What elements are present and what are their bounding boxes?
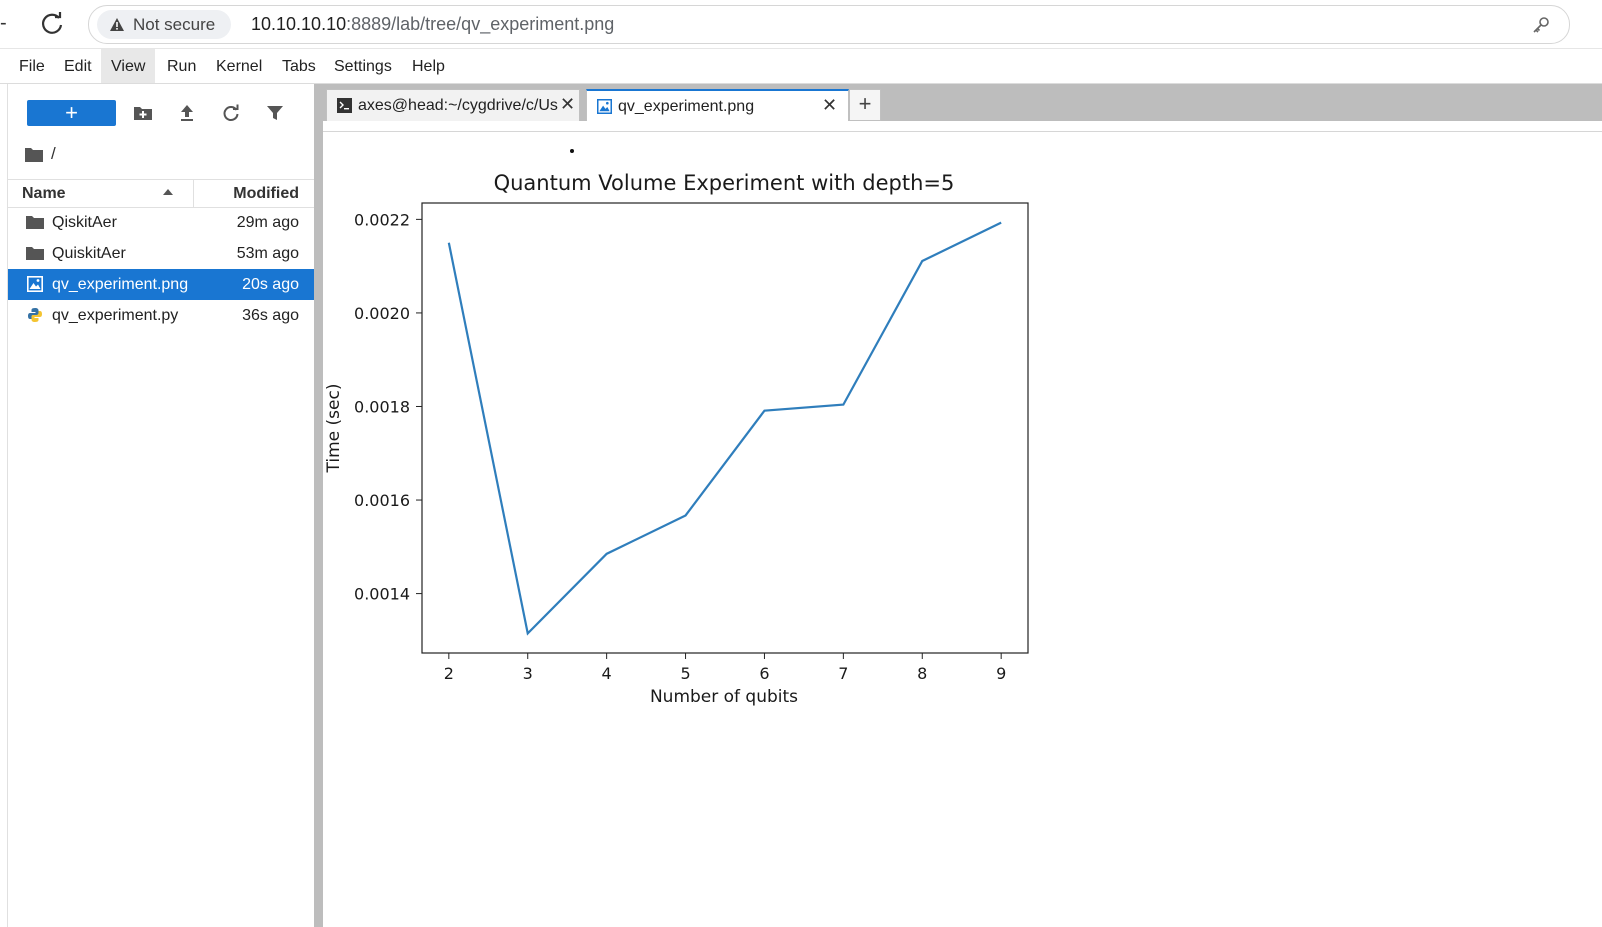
x-tick-label: 3 xyxy=(523,664,533,683)
new-folder-icon[interactable] xyxy=(133,103,153,123)
y-axis: 0.0014 0.0016 0.0018 0.0020 0.0022 xyxy=(354,210,422,604)
url-path: :8889/lab/tree/qv_experiment.png xyxy=(346,14,615,34)
file-name: qv_experiment.py xyxy=(52,307,179,324)
file-browser: + / Name Modified QiskitAer 29m ago Quis… xyxy=(8,84,314,927)
add-tab-button[interactable]: + xyxy=(849,89,881,121)
menu-tabs[interactable]: Tabs xyxy=(282,58,316,75)
close-icon[interactable]: ✕ xyxy=(560,94,576,114)
browser-toolbar: - Not secure 10.10.10.10:8889/lab/tree/q… xyxy=(0,0,1602,49)
menu-view[interactable]: View xyxy=(101,49,156,83)
left-sidebar-strip xyxy=(0,84,8,927)
image-file-icon xyxy=(27,276,43,292)
y-tick-label: 0.0022 xyxy=(354,210,410,229)
folder-icon xyxy=(26,247,44,260)
file-modified: 36s ago xyxy=(242,307,299,324)
y-tick-label: 0.0020 xyxy=(354,304,410,323)
x-axis: 2 3 4 5 6 7 8 9 xyxy=(444,653,1006,683)
x-axis-label: Number of qubits xyxy=(650,687,798,707)
file-modified: 20s ago xyxy=(242,276,299,293)
menu-bar: File Edit View Run Kernel Tabs Settings … xyxy=(0,49,1602,84)
folder-icon xyxy=(26,216,44,229)
folder-icon xyxy=(25,147,43,162)
file-name: QuiskitAer xyxy=(52,245,126,262)
image-viewer: Quantum Volume Experiment with depth=5 0… xyxy=(323,132,1602,927)
file-name: QiskitAer xyxy=(52,214,117,231)
column-modified[interactable]: Modified xyxy=(233,185,299,202)
y-tick-label: 0.0014 xyxy=(354,585,410,604)
key-icon[interactable] xyxy=(1531,15,1551,35)
x-tick-label: 2 xyxy=(444,664,454,683)
x-tick-label: 4 xyxy=(602,664,612,683)
file-modified: 53m ago xyxy=(236,245,299,262)
file-row[interactable]: QuiskitAer 53m ago xyxy=(8,238,314,269)
upload-icon[interactable] xyxy=(177,103,197,123)
file-row-selected[interactable]: qv_experiment.png 20s ago xyxy=(8,269,314,300)
sort-ascending-icon[interactable] xyxy=(163,189,173,195)
url-text[interactable]: 10.10.10.10:8889/lab/tree/qv_experiment.… xyxy=(251,14,614,35)
file-row[interactable]: qv_experiment.py 36s ago xyxy=(8,300,314,331)
x-tick-label: 5 xyxy=(680,664,690,683)
stray-dot xyxy=(570,149,574,153)
security-label: Not secure xyxy=(133,14,216,34)
file-row[interactable]: QiskitAer 29m ago xyxy=(8,207,314,238)
column-name[interactable]: Name xyxy=(22,185,66,202)
close-icon[interactable]: ✕ xyxy=(822,95,838,115)
tab-image-viewer[interactable]: qv_experiment.png ✕ xyxy=(586,89,849,123)
python-file-icon xyxy=(28,308,42,322)
column-divider xyxy=(193,180,194,207)
warning-icon xyxy=(110,18,124,31)
terminal-icon xyxy=(337,98,352,113)
x-tick-label: 7 xyxy=(838,664,848,683)
new-launcher-button[interactable]: + xyxy=(27,100,116,126)
tab-label: qv_experiment.png xyxy=(618,98,755,115)
series-line xyxy=(447,221,1002,636)
refresh-icon[interactable] xyxy=(221,103,241,123)
menu-help[interactable]: Help xyxy=(412,58,445,75)
image-file-icon xyxy=(597,99,612,114)
file-modified: 29m ago xyxy=(236,214,299,231)
reload-icon[interactable] xyxy=(38,10,66,38)
chart-title: Quantum Volume Experiment with depth=5 xyxy=(494,171,955,195)
y-axis-label: Time (sec) xyxy=(324,384,344,474)
document-tab-bar: axes@head:~/cygdrive/c/Use ✕ qv_experime… xyxy=(323,84,1602,123)
tab-terminal[interactable]: axes@head:~/cygdrive/c/Use ✕ xyxy=(326,89,580,122)
plot-area xyxy=(421,202,1029,654)
menu-file[interactable]: File xyxy=(19,58,45,75)
back-button[interactable]: - xyxy=(0,12,7,34)
x-tick-label: 9 xyxy=(996,664,1006,683)
url-host: 10.10.10.10 xyxy=(251,14,347,34)
security-indicator[interactable]: Not secure xyxy=(97,10,232,39)
filter-icon[interactable] xyxy=(265,103,285,123)
menu-kernel[interactable]: Kernel xyxy=(216,58,263,75)
x-tick-label: 6 xyxy=(759,664,769,683)
tab-bar-divider xyxy=(323,121,1602,132)
panel-splitter[interactable] xyxy=(314,84,323,927)
breadcrumb-root[interactable]: / xyxy=(51,144,56,163)
breadcrumb[interactable]: / xyxy=(25,144,56,164)
menu-run[interactable]: Run xyxy=(167,58,197,75)
file-list-header: Name Modified xyxy=(8,179,314,208)
menu-edit[interactable]: Edit xyxy=(64,58,92,75)
y-tick-label: 0.0016 xyxy=(354,491,410,510)
line-chart: Quantum Volume Experiment with depth=5 0… xyxy=(324,149,1029,707)
tab-label: axes@head:~/cygdrive/c/Use xyxy=(358,97,558,114)
file-name: qv_experiment.png xyxy=(52,276,189,293)
menu-settings[interactable]: Settings xyxy=(334,58,392,75)
y-tick-label: 0.0018 xyxy=(354,397,410,416)
x-tick-label: 8 xyxy=(917,664,927,683)
address-bar[interactable]: Not secure 10.10.10.10:8889/lab/tree/qv_… xyxy=(88,5,1570,44)
